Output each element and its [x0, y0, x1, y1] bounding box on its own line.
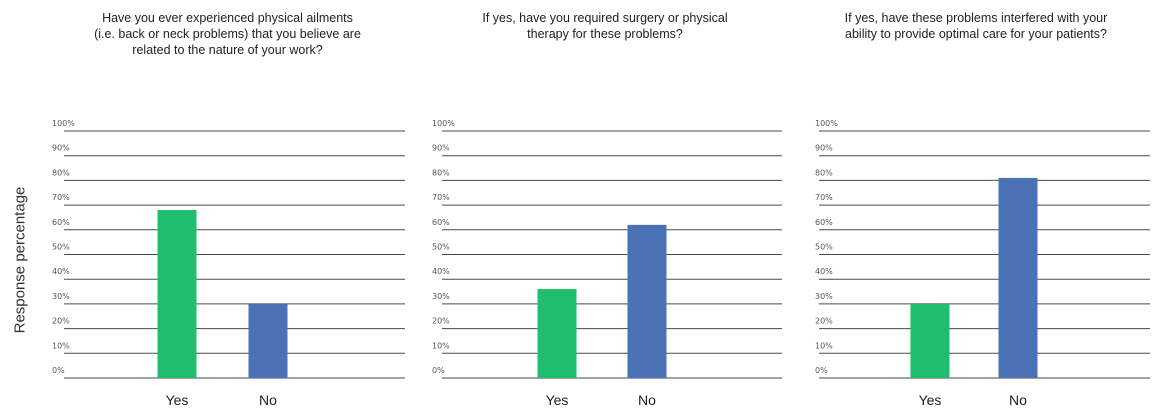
y-tick-label: 0%: [52, 366, 65, 375]
bar-no: [998, 177, 1038, 378]
y-tick-label: 60%: [432, 218, 450, 227]
chart-title: Have you ever experienced physical ailme…: [94, 11, 361, 57]
y-tick-label: 80%: [432, 168, 450, 177]
y-axis-label: Response percentage: [11, 186, 29, 334]
y-tick-label: 80%: [52, 168, 70, 177]
chart-panel-interference: If yes, have these problems interfered w…: [795, 0, 1157, 414]
y-tick-label: 20%: [815, 317, 833, 326]
y-tick-label: 10%: [52, 341, 70, 350]
y-tick-label: 60%: [52, 218, 70, 227]
y-tick-label: 100%: [815, 119, 838, 128]
y-tick-label: 80%: [815, 168, 833, 177]
x-category-label: No: [259, 392, 277, 408]
y-tick-label: 70%: [52, 193, 70, 202]
y-tick-label: 40%: [815, 267, 833, 276]
x-category-label: Yes: [166, 392, 189, 408]
y-tick-label: 10%: [815, 341, 833, 350]
y-tick-label: 0%: [815, 366, 828, 375]
y-tick-label: 100%: [52, 119, 75, 128]
y-tick-label: 50%: [432, 243, 450, 252]
y-tick-label: 50%: [815, 243, 833, 252]
y-tick-label: 70%: [815, 193, 833, 202]
y-tick-label: 20%: [432, 317, 450, 326]
y-tick-label: 40%: [432, 267, 450, 276]
y-tick-label: 90%: [432, 144, 450, 153]
y-tick-label: 60%: [815, 218, 833, 227]
y-tick-label: 100%: [432, 119, 455, 128]
bar-no: [627, 224, 667, 378]
bar-chart: 0% 10% 20% 30% 40% 50% 60% 70% 80% 90% 100% Yes No: [432, 119, 782, 408]
y-tick-label: 30%: [432, 292, 450, 301]
y-tick-label: 90%: [815, 144, 833, 153]
y-tick-label: 40%: [52, 267, 70, 276]
y-tick-label: 90%: [52, 144, 70, 153]
chart-panel-surgery: If yes, have you required surgery or phy…: [420, 0, 790, 414]
x-category-label: Yes: [546, 392, 569, 408]
chart-title: If yes, have you required surgery or phy…: [482, 11, 728, 41]
x-category-label: Yes: [919, 392, 942, 408]
y-tick-label: 30%: [815, 292, 833, 301]
bar-yes: [910, 303, 950, 378]
chart-panel-ailments: Have you ever experienced physical ailme…: [40, 0, 415, 414]
y-tick-label: 0%: [432, 366, 445, 375]
y-tick-label: 20%: [52, 317, 70, 326]
bar-yes: [537, 289, 577, 378]
y-axis-label-container: Response percentage: [0, 60, 40, 414]
x-category-label: No: [638, 392, 656, 408]
bar-no: [248, 303, 288, 378]
chart-title: If yes, have these problems interfered w…: [844, 11, 1108, 41]
bar-chart: 0% 10% 20% 30% 40% 50% 60% 70% 80% 90% 100% Yes No: [815, 119, 1150, 408]
y-tick-label: 70%: [432, 193, 450, 202]
x-category-label: No: [1009, 392, 1027, 408]
y-tick-label: 10%: [432, 341, 450, 350]
y-tick-label: 50%: [52, 243, 70, 252]
bar-yes: [157, 210, 197, 378]
y-tick-label: 30%: [52, 292, 70, 301]
bar-chart: 0% 10% 20% 30% 40% 50% 60% 70% 80% 90% 100% Yes No: [52, 119, 405, 408]
